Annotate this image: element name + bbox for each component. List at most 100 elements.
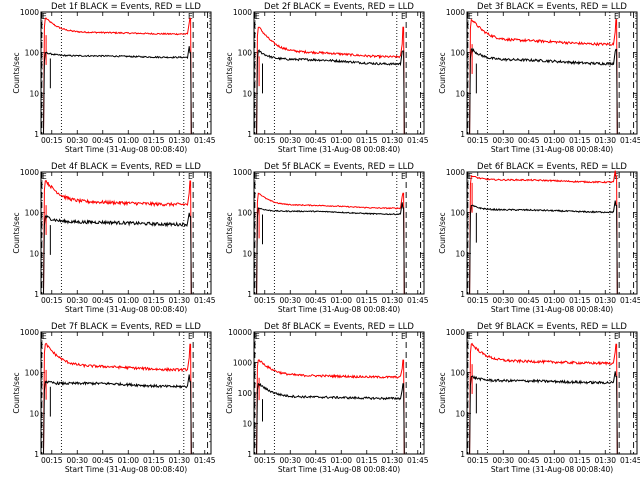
- x-tick-label: 01:30: [168, 456, 190, 465]
- lld-series-red: [43, 17, 192, 135]
- x-axis-label: Start Time (31-Aug-08 00:08:40): [491, 305, 613, 314]
- lld-series-red: [256, 359, 405, 455]
- x-tick-label: 00:30: [66, 296, 88, 305]
- x-axis-label: Start Time (31-Aug-08 00:08:40): [65, 305, 187, 314]
- corner-marker-right: E: [614, 12, 619, 21]
- x-tick-label: 00:45: [518, 456, 540, 465]
- corner-marker-right: E: [188, 332, 193, 341]
- y-tick-label: 1000: [20, 8, 39, 17]
- x-tick-label: 01:00: [330, 456, 352, 465]
- corner-marker-left: E: [255, 12, 260, 21]
- corner-marker-right: E: [401, 12, 406, 21]
- y-tick-label: 100: [238, 209, 253, 218]
- chart-panel-1: Det 1f BLACK = Events, RED = LLD 1 10 100 10…: [12, 2, 216, 154]
- events-series-black: [469, 371, 618, 455]
- corner-marker-left: E: [42, 172, 47, 181]
- chart-panel-4: Det 4f BLACK = Events, RED = LLD 1 10 100 10…: [12, 162, 216, 314]
- x-tick-label: 00:45: [518, 136, 540, 145]
- y-axis-label: Counts/sec: [12, 52, 21, 93]
- x-tick-label: 01:00: [543, 296, 565, 305]
- events-series-black: [43, 374, 192, 455]
- x-tick-label: 01:15: [569, 456, 591, 465]
- y-axis-label: Counts/sec: [438, 372, 447, 413]
- chart-panel-7: Det 7f BLACK = Events, RED = LLD 1 10 100 10…: [12, 322, 216, 474]
- x-tick-label: 00:30: [492, 136, 514, 145]
- chart-panel-8: Det 8f BLACK = Events, RED = LLD 1 10 100 10…: [225, 322, 429, 474]
- x-tick-label: 00:15: [254, 456, 276, 465]
- y-tick-label: 1: [34, 290, 39, 299]
- y-tick-label: 100: [25, 369, 40, 378]
- y-tick-label: 1: [34, 450, 39, 459]
- y-tick-label: 1: [460, 450, 465, 459]
- x-tick-label: 01:45: [620, 296, 640, 305]
- lld-series-red: [469, 170, 618, 295]
- plot-frame: [466, 171, 638, 295]
- y-tick-label: 10: [455, 249, 465, 258]
- x-axis-label: Start Time (31-Aug-08 00:08:40): [278, 465, 400, 474]
- x-axis-label: Start Time (31-Aug-08 00:08:40): [491, 465, 613, 474]
- lld-series-red: [43, 179, 192, 295]
- y-tick-label: 100: [238, 49, 253, 58]
- x-tick-label: 01:30: [594, 296, 616, 305]
- y-axis-label: Counts/sec: [438, 52, 447, 93]
- plot-frame: [253, 171, 425, 295]
- x-axis-label: Start Time (31-Aug-08 00:08:40): [65, 465, 187, 474]
- x-tick-label: 01:15: [356, 456, 378, 465]
- chart-title: Det 9f BLACK = Events, RED = LLD: [477, 322, 627, 332]
- corner-marker-right: E: [401, 172, 406, 181]
- y-tick-label: 1000: [233, 359, 252, 368]
- y-tick-label: 1000: [20, 328, 39, 337]
- plot-frame: [40, 331, 212, 455]
- chart-title: Det 1f BLACK = Events, RED = LLD: [51, 2, 201, 12]
- y-tick-label: 1000: [233, 8, 252, 17]
- x-tick-label: 01:30: [381, 136, 403, 145]
- corner-marker-left: E: [42, 12, 47, 21]
- corner-marker-right: E: [188, 172, 193, 181]
- y-axis-label: Counts/sec: [438, 212, 447, 253]
- y-tick-label: 1: [247, 130, 252, 139]
- x-tick-label: 00:45: [92, 296, 114, 305]
- y-tick-label: 100: [451, 369, 466, 378]
- chart-title: Det 2f BLACK = Events, RED = LLD: [264, 2, 414, 12]
- y-tick-label: 100: [451, 49, 466, 58]
- y-tick-label: 1000: [20, 168, 39, 177]
- x-tick-label: 01:30: [168, 136, 190, 145]
- y-tick-label: 10: [455, 409, 465, 418]
- x-tick-label: 01:00: [543, 456, 565, 465]
- x-tick-label: 01:45: [194, 296, 216, 305]
- events-series-black: [469, 200, 618, 295]
- y-tick-label: 1000: [233, 168, 252, 177]
- y-tick-label: 10: [29, 249, 39, 258]
- lld-series-red: [43, 342, 192, 455]
- x-tick-label: 00:45: [305, 456, 327, 465]
- corner-marker-right: E: [188, 12, 193, 21]
- chart-panel-6: Det 6f BLACK = Events, RED = LLD 1 10 100 10…: [438, 162, 640, 314]
- lld-series-red: [469, 18, 618, 135]
- y-tick-label: 1: [247, 290, 252, 299]
- x-tick-label: 01:00: [330, 296, 352, 305]
- chart-title: Det 8f BLACK = Events, RED = LLD: [264, 322, 414, 332]
- chart-title: Det 5f BLACK = Events, RED = LLD: [264, 162, 414, 172]
- y-axis-label: Counts/sec: [12, 372, 21, 413]
- corner-marker-right: E: [614, 332, 619, 341]
- x-tick-label: 01:15: [569, 296, 591, 305]
- y-tick-label: 100: [25, 209, 40, 218]
- x-tick-label: 01:15: [356, 136, 378, 145]
- x-tick-label: 01:15: [569, 136, 591, 145]
- chart-panel-9: Det 9f BLACK = Events, RED = LLD 1 10 100 10…: [438, 322, 640, 474]
- y-axis-label: Counts/sec: [12, 212, 21, 253]
- x-tick-label: 00:45: [92, 456, 114, 465]
- x-tick-label: 01:15: [143, 136, 165, 145]
- x-tick-label: 00:30: [279, 296, 301, 305]
- y-tick-label: 1: [247, 450, 252, 459]
- plot-frame: [466, 11, 638, 135]
- corner-marker-left: E: [255, 172, 260, 181]
- x-tick-label: 00:30: [279, 456, 301, 465]
- y-tick-label: 1: [460, 130, 465, 139]
- x-tick-label: 00:15: [254, 296, 276, 305]
- chart-panel-5: Det 5f BLACK = Events, RED = LLD 1 10 100 10…: [225, 162, 429, 314]
- y-tick-label: 10: [29, 89, 39, 98]
- y-axis-label: Counts/sec: [225, 372, 234, 413]
- x-tick-label: 00:30: [279, 136, 301, 145]
